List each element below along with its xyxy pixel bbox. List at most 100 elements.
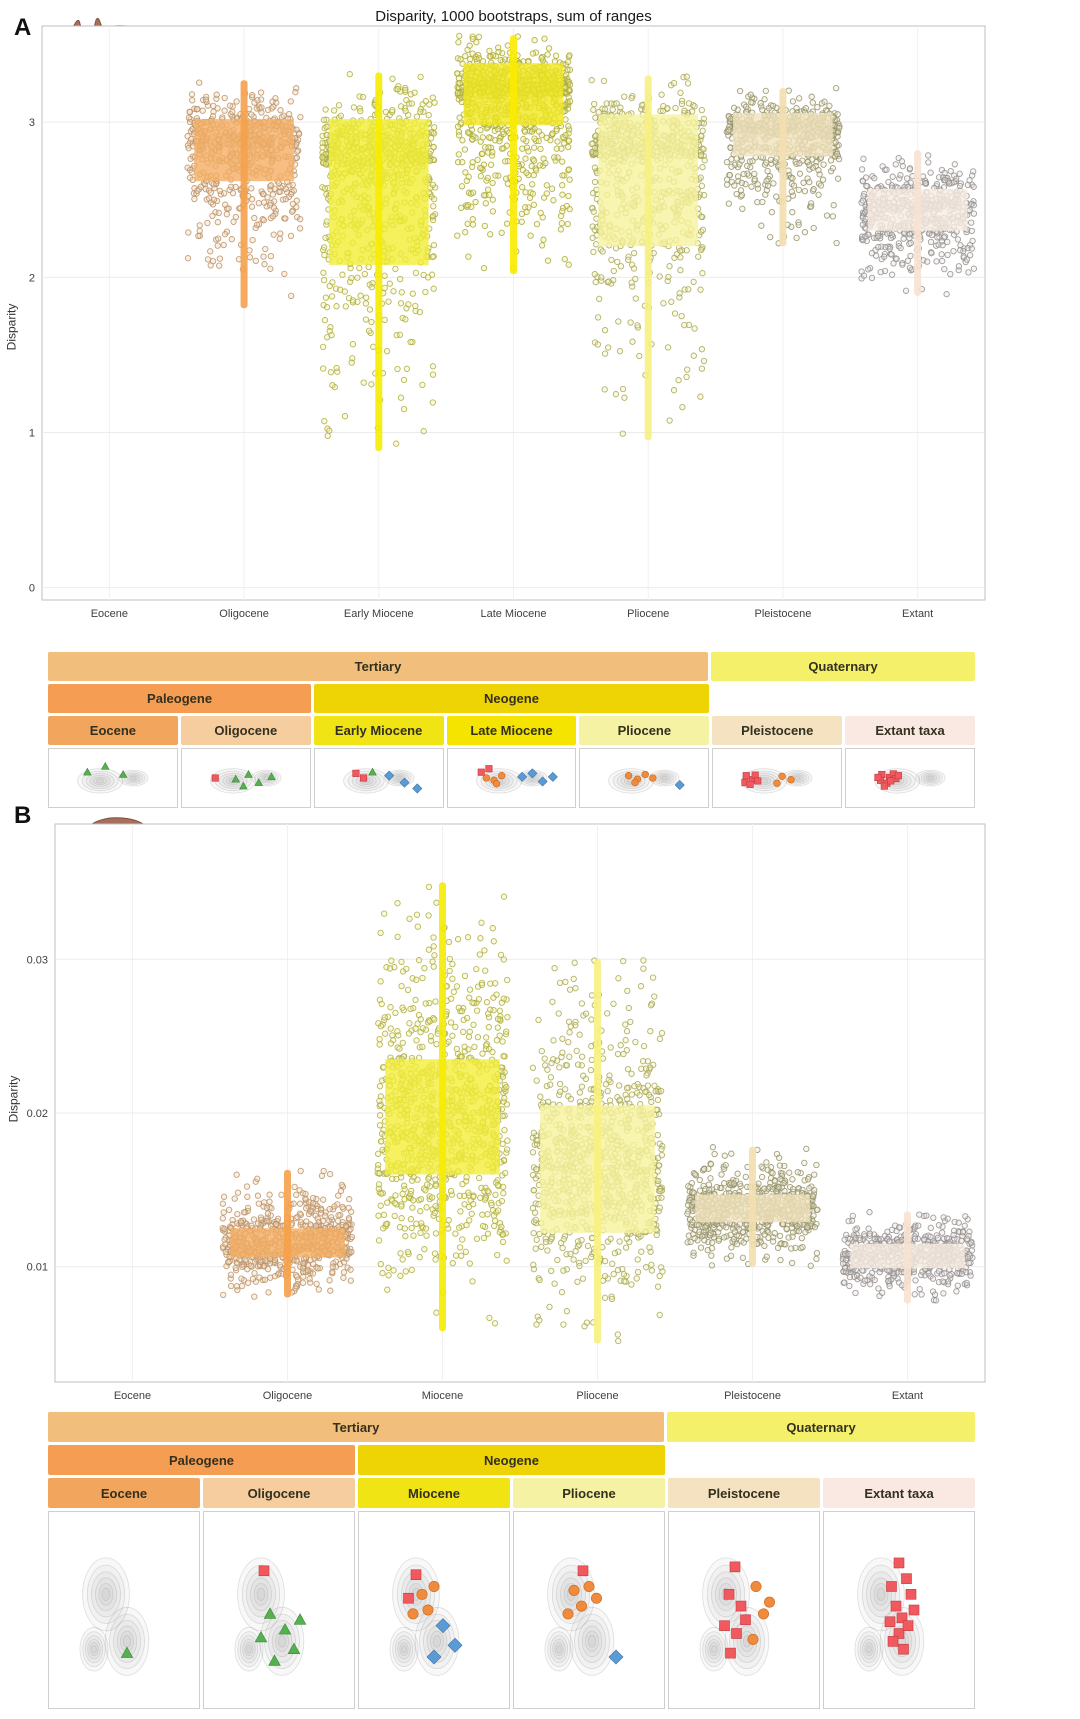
bootstrap-point <box>832 84 840 92</box>
bootstrap-point <box>485 134 493 141</box>
bootstrap-point <box>377 978 384 985</box>
bootstrap-point <box>559 208 566 215</box>
bootstrap-point <box>907 239 914 247</box>
bootstrap-point <box>334 1217 342 1225</box>
range-strip <box>375 72 383 451</box>
bootstrap-point <box>328 332 335 339</box>
bootstrap-point <box>262 245 269 253</box>
bootstrap-point <box>543 182 550 189</box>
bootstrap-point <box>392 265 399 273</box>
bootstrap-point <box>906 264 914 271</box>
bootstrap-point <box>500 1190 507 1197</box>
bootstrap-point <box>261 1276 269 1283</box>
bootstrap-point <box>748 183 755 190</box>
bootstrap-point <box>309 1194 317 1202</box>
bootstrap-point <box>385 298 392 305</box>
bootstrap-point <box>504 42 511 49</box>
bootstrap-point <box>474 1033 482 1041</box>
bootstrap-point <box>412 269 420 277</box>
bootstrap-point <box>385 1264 392 1271</box>
bootstrap-point <box>933 258 940 265</box>
bootstrap-point <box>810 186 817 193</box>
bootstrap-point <box>455 151 462 158</box>
y-tick-label: 0.01 <box>27 1262 48 1274</box>
bootstrap-point <box>970 202 977 209</box>
bootstrap-point <box>826 102 833 109</box>
bootstrap-point <box>432 998 439 1005</box>
bootstrap-point <box>246 247 253 254</box>
bootstrap-point <box>808 93 815 100</box>
bootstrap-point <box>562 116 569 123</box>
bootstrap-point <box>404 986 412 994</box>
bootstrap-point <box>489 179 496 187</box>
bootstrap-point <box>489 196 496 203</box>
bootstrap-point <box>691 103 698 110</box>
bootstrap-point <box>621 394 628 401</box>
bootstrap-point <box>885 178 892 186</box>
bootstrap-point <box>459 1236 466 1243</box>
bootstrap-point <box>806 178 813 186</box>
bootstrap-point <box>927 238 935 246</box>
bootstrap-point <box>402 86 409 94</box>
bootstrap-point <box>953 175 960 182</box>
range-strip <box>240 80 248 309</box>
bootstrap-point <box>229 1216 236 1224</box>
bootstrap-point <box>700 120 708 127</box>
bootstrap-point <box>248 185 255 192</box>
bootstrap-point <box>238 1282 246 1290</box>
bootstrap-point <box>683 73 690 80</box>
bootstrap-point <box>320 276 328 284</box>
bootstrap-point <box>381 316 388 324</box>
bootstrap-point <box>321 418 328 425</box>
bootstrap-point <box>244 1193 251 1200</box>
bootstrap-point <box>887 234 895 242</box>
bootstrap-point <box>538 55 545 62</box>
bootstrap-point <box>195 232 202 240</box>
plot-area <box>54 823 986 1383</box>
bootstrap-point <box>591 178 599 186</box>
bootstrap-point <box>257 1258 264 1266</box>
bootstrap-point <box>287 232 295 240</box>
bootstrap-point <box>430 130 438 137</box>
bootstrap-point <box>249 92 256 99</box>
bootstrap-point <box>322 150 329 157</box>
bootstrap-point <box>928 231 936 239</box>
bootstrap-point <box>501 1095 508 1102</box>
bootstrap-point <box>221 231 229 238</box>
bootstrap-point <box>479 1211 486 1218</box>
bootstrap-point <box>699 270 706 277</box>
bootstrap-point <box>469 159 476 166</box>
bootstrap-point <box>326 427 333 434</box>
bootstrap-point <box>368 381 375 388</box>
bootstrap-point <box>349 299 357 306</box>
bootstrap-point <box>470 1021 477 1028</box>
bootstrap-point <box>293 197 300 204</box>
bootstrap-point <box>266 202 274 209</box>
bootstrap-point <box>186 118 194 126</box>
bootstrap-point <box>540 155 547 162</box>
bootstrap-point <box>548 185 556 192</box>
bootstrap-point <box>475 33 483 41</box>
bootstrap-point <box>433 1040 440 1048</box>
bootstrap-point <box>566 52 573 59</box>
bootstrap-point <box>684 366 691 373</box>
bootstrap-point <box>234 1189 242 1196</box>
bootstrap-point <box>903 175 911 182</box>
bootstrap-point <box>454 89 461 97</box>
bootstrap-point <box>394 85 402 93</box>
bootstrap-point <box>251 214 258 222</box>
bootstrap-point <box>608 256 615 264</box>
bootstrap-point <box>252 224 259 232</box>
bootstrap-point <box>565 143 572 151</box>
bootstrap-point <box>417 73 424 81</box>
bootstrap-point <box>796 160 803 167</box>
bootstrap-point <box>670 387 678 394</box>
bootstrap-point <box>540 194 548 201</box>
bootstrap-point <box>469 221 477 228</box>
bootstrap-point <box>764 167 771 175</box>
bootstrap-point <box>430 156 437 163</box>
bootstrap-point <box>763 159 770 166</box>
bootstrap-point <box>629 338 636 345</box>
bootstrap-point <box>465 253 472 260</box>
bootstrap-point <box>531 135 538 142</box>
